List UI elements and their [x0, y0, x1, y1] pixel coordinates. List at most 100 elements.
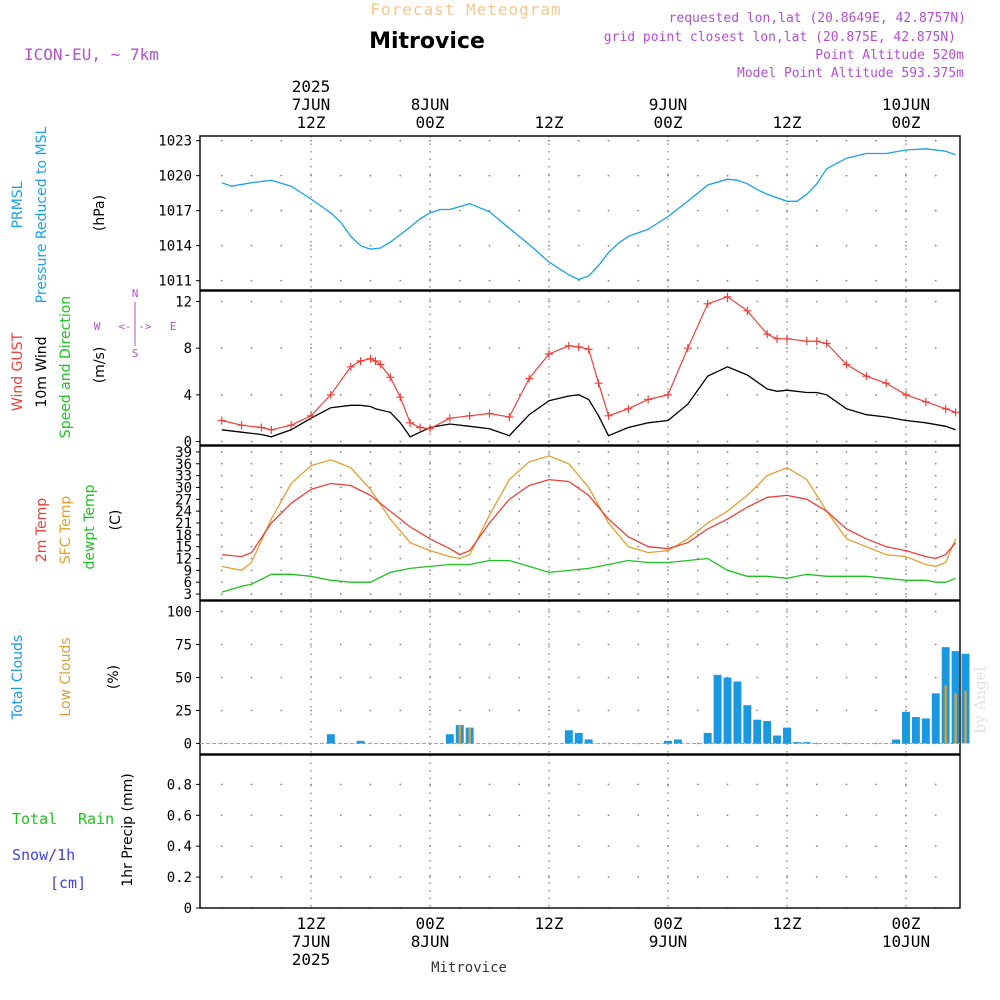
temp-grid-dot: [548, 545, 550, 548]
bottom-time-label: 2025: [292, 950, 331, 969]
wind-grid-dot: [518, 393, 521, 396]
pressure-grid-dot: [786, 139, 788, 142]
wind-gust-marker: [485, 409, 494, 418]
temp-grid-dot: [310, 569, 312, 572]
temp-grid-dot: [637, 462, 640, 465]
temp-grid-dot: [875, 545, 878, 548]
wind-grid-dot: [934, 440, 937, 443]
temp-grid-dot: [845, 593, 848, 595]
clouds-grid-dot: [280, 676, 283, 679]
temp-grid-dot: [458, 569, 461, 572]
temp-grid-dot: [548, 474, 550, 477]
precip-unit: 1hr Precip (mm): [120, 773, 136, 886]
model-label: ICON-EU, ~ 7km: [24, 45, 159, 64]
temp-grid-dot: [905, 557, 907, 560]
temp-ytick-label: 15: [175, 540, 192, 556]
temp-grid-dot: [310, 510, 312, 513]
clouds-grid-dot: [756, 676, 759, 679]
pressure-grid-dot: [756, 174, 759, 177]
temp-grid-dot: [786, 510, 788, 513]
pressure-grid-dot: [280, 139, 283, 142]
temp-grid-dot: [756, 545, 759, 548]
pressure-grid-dot: [369, 209, 372, 212]
temp-grid-dot: [637, 581, 640, 584]
temp-grid-dot: [399, 593, 402, 595]
wind-gust-marker: [217, 416, 226, 425]
temp-grid-dot: [786, 557, 788, 560]
temp-grid-dot: [429, 462, 431, 465]
wind-grid-dot: [369, 440, 372, 443]
precip-grid-dot: [934, 814, 937, 817]
pressure-grid-dot: [399, 139, 402, 142]
temp-grid-dot: [310, 581, 312, 584]
pressure-grid-dot: [845, 174, 848, 177]
clouds-grid-dot: [369, 643, 372, 646]
clouds-grid-dot: [815, 676, 818, 679]
pressure-grid-dot: [220, 174, 223, 177]
temp-grid-dot: [815, 581, 818, 584]
temp-grid-dot: [429, 533, 431, 536]
pressure-grid-dot: [548, 209, 550, 212]
temp-grid-dot: [607, 451, 610, 453]
pressure-grid-dot: [905, 244, 907, 247]
clouds-grid-dot: [458, 676, 461, 679]
wind-grid-dot: [429, 440, 431, 443]
temp-grid-dot: [845, 510, 848, 513]
wind-grid-dot: [399, 300, 402, 303]
top-time-label: 8JUN: [411, 95, 450, 114]
total-clouds-bar: [763, 721, 772, 744]
temp-grid-dot: [399, 581, 402, 584]
pressure-grid-dot: [429, 209, 431, 212]
wind-grid-dot: [845, 393, 848, 396]
precip-grid-dot: [429, 845, 431, 848]
wind-grid-dot: [577, 440, 580, 443]
temp-ytick-label: 39: [175, 445, 192, 461]
pressure-grid-dot: [518, 279, 521, 282]
temp-grid-dot: [815, 486, 818, 489]
wind-ytick-label: 12: [175, 295, 192, 311]
clouds-grid-dot: [458, 610, 461, 613]
precip-grid-dot: [637, 845, 640, 848]
temp-grid-dot: [220, 498, 223, 501]
precip-grid-dot: [220, 783, 223, 786]
total-clouds-bar: [664, 740, 672, 744]
temp-grid-dot: [726, 581, 729, 584]
pressure-grid-dot: [339, 279, 342, 282]
temp-grid-dot: [667, 451, 669, 453]
temp-grid-dot: [548, 522, 550, 524]
clouds-grid-dot: [667, 676, 669, 679]
temp-grid-dot: [815, 451, 818, 453]
precip-grid-dot: [458, 876, 461, 878]
wind-gust-marker: [545, 350, 553, 358]
pressure-grid-dot: [756, 139, 759, 142]
precip-grid-dot: [756, 876, 759, 878]
pressure-grid-dot: [220, 279, 223, 282]
temp-grid-dot: [250, 462, 253, 465]
clouds-grid-dot: [310, 676, 312, 679]
pressure-grid-dot: [310, 279, 312, 282]
header: Forecast Meteogram Mitrovice ICON-EU, ~ …: [24, 0, 989, 976]
clouds-grid-dot: [756, 643, 759, 646]
pressure-grid-dot: [905, 139, 907, 142]
wind-grid-dot: [369, 300, 372, 303]
low-clouds-bar: [468, 727, 471, 744]
temp-grid-dot: [934, 569, 937, 572]
clouds-grid-dot: [637, 709, 640, 712]
clouds-grid-dot: [220, 709, 223, 712]
clouds-grid-dot: [786, 610, 788, 613]
wind-grid-dot: [786, 393, 788, 396]
temp-grid-dot: [786, 545, 788, 548]
clouds-grid-dot: [280, 709, 283, 712]
pressure-grid-dot: [756, 209, 759, 212]
temp-grid-dot: [726, 486, 729, 489]
temp-grid-dot: [458, 545, 461, 548]
temp-grid-dot: [488, 498, 491, 501]
pressure-grid-dot: [250, 279, 253, 282]
pressure-label-prmsl: PRMSL: [10, 181, 26, 228]
wind-grid-dot: [458, 300, 461, 303]
pressure-grid-dot: [637, 279, 640, 282]
temp-grid-dot: [607, 545, 610, 548]
wind-grid-dot: [429, 347, 431, 350]
temp-ytick-label: 3: [184, 587, 192, 603]
wind-gust-marker: [465, 411, 474, 420]
